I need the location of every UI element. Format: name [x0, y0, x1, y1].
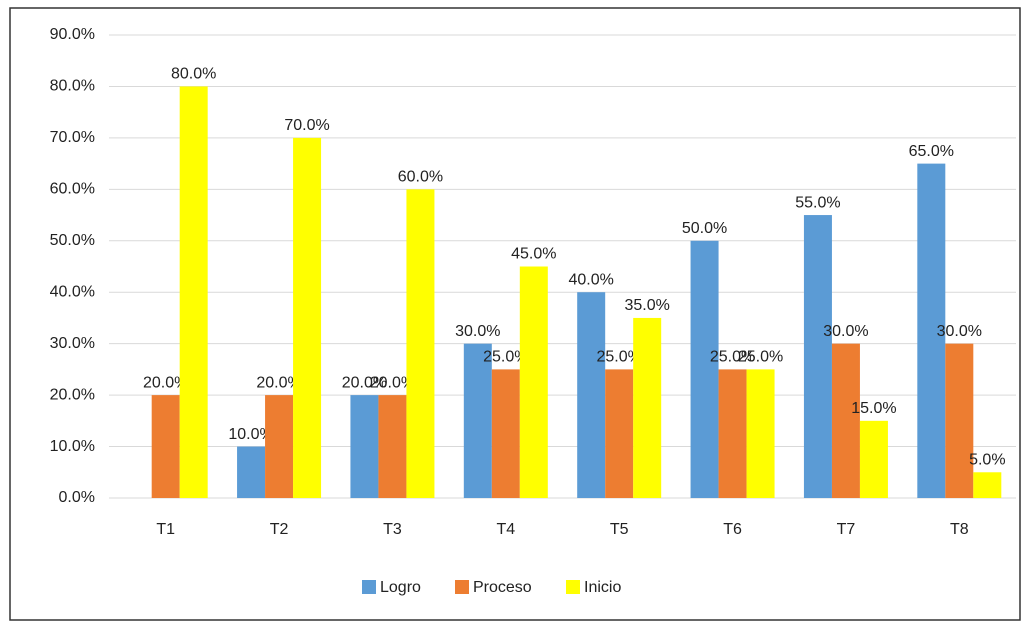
- y-tick-label: 0.0%: [59, 489, 95, 506]
- x-tick-label: T8: [950, 521, 969, 538]
- data-label: 5.0%: [969, 451, 1005, 468]
- bar: [746, 369, 775, 498]
- x-tick-label: T1: [156, 521, 175, 538]
- bar: [859, 420, 888, 498]
- data-label: 60.0%: [398, 169, 443, 186]
- bar: [917, 163, 946, 498]
- legend-swatch: [566, 580, 580, 594]
- bar: [577, 292, 606, 498]
- y-tick-label: 80.0%: [50, 78, 95, 95]
- bar: [350, 395, 379, 498]
- data-label: 50.0%: [682, 220, 727, 237]
- y-tick-label: 20.0%: [50, 386, 95, 403]
- legend-label: Logro: [380, 579, 421, 596]
- data-label: 80.0%: [171, 66, 216, 83]
- bar: [378, 395, 407, 498]
- y-tick-label: 40.0%: [50, 283, 95, 300]
- data-label: 25.0%: [710, 349, 755, 366]
- legend-label: Proceso: [473, 579, 532, 596]
- y-tick-label: 60.0%: [50, 181, 95, 198]
- data-label: 30.0%: [937, 323, 982, 340]
- chart-frame: [9, 7, 1021, 621]
- x-tick-label: T5: [610, 521, 629, 538]
- bar: [633, 317, 662, 498]
- data-label: 30.0%: [823, 323, 868, 340]
- data-label: 10.0%: [228, 426, 273, 443]
- bar: [237, 446, 266, 498]
- y-tick-label: 50.0%: [50, 232, 95, 249]
- data-label: 70.0%: [284, 117, 329, 134]
- x-tick-label: T2: [270, 521, 289, 538]
- x-tick-label: T7: [837, 521, 856, 538]
- y-tick-label: 30.0%: [50, 335, 95, 352]
- bar: [293, 137, 322, 498]
- data-label: 35.0%: [625, 297, 670, 314]
- y-tick-label: 10.0%: [50, 438, 95, 455]
- bar: [690, 240, 719, 498]
- legend-swatch: [362, 580, 376, 594]
- bar: [179, 86, 208, 498]
- y-tick-label: 90.0%: [50, 26, 95, 43]
- data-label: 15.0%: [851, 400, 896, 417]
- x-tick-label: T6: [723, 521, 742, 538]
- data-label: 20.0%: [370, 374, 415, 391]
- data-label: 25.0%: [483, 349, 528, 366]
- data-label: 30.0%: [455, 323, 500, 340]
- bar: [151, 395, 180, 498]
- data-label: 25.0%: [597, 349, 642, 366]
- data-label: 20.0%: [143, 374, 188, 391]
- bar: [803, 215, 832, 499]
- x-tick-label: T3: [383, 521, 402, 538]
- data-label: 65.0%: [909, 143, 954, 160]
- y-tick-label: 70.0%: [50, 129, 95, 146]
- data-label: 45.0%: [511, 246, 556, 263]
- bar: [491, 369, 520, 498]
- bar: [519, 266, 548, 498]
- legend-label: Inicio: [584, 579, 621, 596]
- data-label: 25.0%: [738, 349, 783, 366]
- bar: [265, 395, 294, 498]
- bar: [945, 343, 974, 498]
- x-tick-label: T4: [496, 521, 515, 538]
- data-label: 20.0%: [342, 374, 387, 391]
- bar: [406, 189, 435, 499]
- data-label: 20.0%: [256, 374, 301, 391]
- bar: [973, 472, 1002, 498]
- bar: [718, 369, 747, 498]
- data-label: 55.0%: [795, 194, 840, 211]
- bar: [605, 369, 634, 498]
- bar: [463, 343, 492, 498]
- data-label: 40.0%: [569, 271, 614, 288]
- legend-swatch: [455, 580, 469, 594]
- bar: [831, 343, 860, 498]
